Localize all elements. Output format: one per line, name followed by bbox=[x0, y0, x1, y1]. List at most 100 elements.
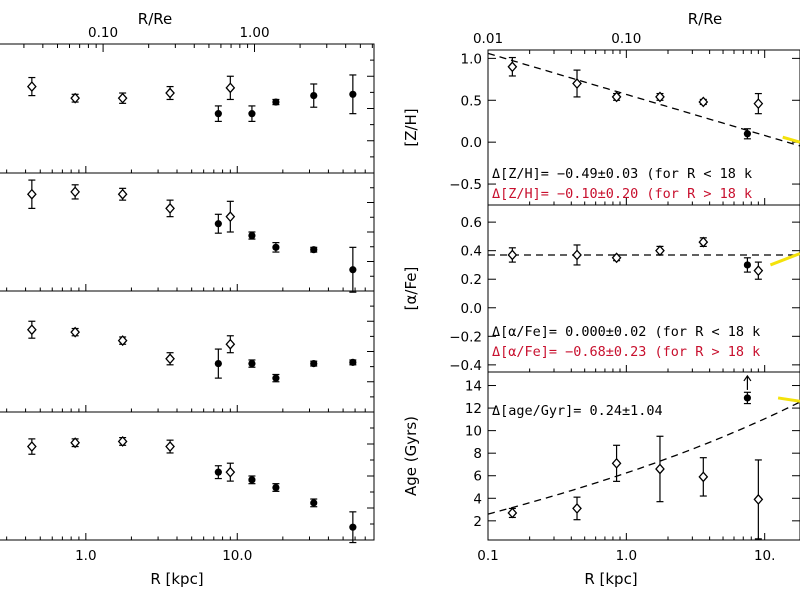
y-axis-label: [α/Fe] bbox=[402, 267, 420, 311]
y-tick-label: 14 bbox=[465, 379, 482, 395]
right-panel-3: 14 12 10 8 6 4 2 Age (Gyrs) Δ[age/Gyr]= 0.24±1.0… bbox=[402, 371, 800, 541]
open-diamond-marker bbox=[225, 211, 236, 223]
left-figure: 0.10 1.00 R/Re 1.0 10.0 R [kpc] bbox=[0, 10, 375, 588]
open-diamond-marker bbox=[70, 437, 81, 449]
y-tick-label: −0.5 bbox=[449, 177, 482, 193]
filled-circle-marker bbox=[310, 360, 318, 368]
filled-circle-marker bbox=[349, 523, 357, 531]
top-tick-label: 0.01 bbox=[473, 31, 503, 47]
right-top-axis: 0.01 0.10 R/Re bbox=[473, 10, 766, 58]
highlight-line bbox=[769, 252, 800, 267]
top-axis-label: R/Re bbox=[688, 10, 722, 28]
left-panel-4 bbox=[0, 411, 375, 544]
top-tick-label: 0.10 bbox=[88, 25, 118, 41]
filled-circle-marker bbox=[310, 246, 318, 254]
y-tick-label: 0.0 bbox=[461, 135, 482, 151]
panel-frame bbox=[0, 43, 375, 174]
left-panel-2 bbox=[0, 172, 375, 293]
filled-circle-marker bbox=[272, 98, 280, 106]
open-diamond-marker bbox=[611, 91, 622, 103]
top-tick-label: 1.00 bbox=[239, 25, 269, 41]
filled-circle-marker bbox=[248, 231, 256, 240]
filled-circle-marker bbox=[214, 468, 222, 476]
x-axis-label: R [kpc] bbox=[584, 570, 637, 588]
highlight-line bbox=[777, 396, 800, 403]
open-diamond-marker bbox=[753, 265, 764, 277]
y-tick-label: −0.4 bbox=[449, 358, 482, 374]
filled-circle-marker bbox=[272, 483, 280, 492]
open-diamond-marker bbox=[753, 493, 764, 505]
y-tick-label: 0.5 bbox=[461, 93, 482, 109]
y-tick-label: 2 bbox=[473, 514, 482, 530]
y-tick-label: 10 bbox=[465, 424, 482, 440]
annotation-text: Δ[α/Fe]= −0.68±0.23 (for R > 18 k bbox=[492, 344, 760, 360]
open-diamond-marker bbox=[655, 91, 665, 103]
x-axis-label: R [kpc] bbox=[150, 570, 203, 588]
open-diamond-marker bbox=[70, 186, 81, 198]
open-diamond-marker bbox=[507, 507, 518, 519]
arrow-head bbox=[743, 374, 752, 382]
annotation-text: Δ[Z/H]= −0.49±0.03 (for R < 18 k bbox=[492, 166, 752, 182]
open-diamond-marker bbox=[117, 188, 128, 200]
open-diamond-marker bbox=[225, 82, 236, 94]
open-diamond-marker bbox=[70, 92, 81, 104]
open-diamond-marker bbox=[507, 61, 518, 73]
open-diamond-marker bbox=[507, 249, 518, 261]
open-diamond-marker bbox=[572, 78, 582, 89]
open-diamond-marker bbox=[225, 338, 236, 350]
fit-dashed-line bbox=[487, 52, 800, 147]
x-tick-label: 1.0 bbox=[616, 548, 637, 564]
left-panel-1 bbox=[0, 43, 375, 174]
filled-circle-marker bbox=[272, 243, 280, 251]
filled-circle-marker bbox=[214, 110, 222, 118]
y-axis-label: [Z/H] bbox=[402, 108, 420, 146]
y-axis-label: Age (Gyrs) bbox=[402, 416, 420, 496]
filled-circle-marker bbox=[310, 499, 318, 507]
annotation-text: Δ[α/Fe]= 0.000±0.02 (for R < 18 k bbox=[492, 324, 760, 340]
y-tick-label: 0.6 bbox=[461, 215, 482, 231]
filled-circle-marker bbox=[349, 90, 357, 98]
filled-circle-marker bbox=[248, 360, 256, 368]
right-panel-2: 0.6 0.4 0.2 0.0 −0.2 −0.4 [α/Fe] Δ[α/Fe]= 0.000… bbox=[402, 204, 800, 374]
filled-circle-marker bbox=[248, 476, 256, 484]
open-diamond-marker bbox=[26, 324, 37, 336]
top-tick-label: 0.10 bbox=[611, 31, 641, 47]
filled-circle-marker bbox=[349, 266, 357, 274]
y-tick-label: 8 bbox=[473, 446, 482, 462]
x-tick-label: 1.0 bbox=[75, 548, 96, 564]
open-diamond-marker bbox=[698, 236, 709, 248]
filled-circle-marker bbox=[743, 261, 752, 269]
filled-circle-marker bbox=[310, 92, 318, 100]
filled-circle-marker bbox=[214, 220, 222, 228]
right-panel-1: 1.0 0.5 0.0 −0.5 [Z/H] Δ[Z/H]= −0.49±0.03 (fo… bbox=[402, 49, 800, 206]
open-diamond-marker bbox=[165, 87, 175, 99]
open-diamond-marker bbox=[611, 457, 622, 469]
filled-circle-marker bbox=[743, 394, 752, 402]
panel-frame bbox=[0, 290, 375, 413]
open-diamond-marker bbox=[611, 252, 622, 264]
filled-circle-marker bbox=[349, 358, 357, 366]
right-figure: 1.0 0.5 0.0 −0.5 [Z/H] Δ[Z/H]= −0.49±0.03 (fo… bbox=[402, 10, 800, 588]
left-bottom-axis: 1.0 10.0 R [kpc] bbox=[75, 548, 252, 588]
open-diamond-marker bbox=[698, 471, 709, 483]
open-diamond-marker bbox=[26, 81, 37, 93]
y-tick-label: 12 bbox=[465, 401, 482, 417]
left-top-axis: 0.10 1.00 R/Re bbox=[23, 10, 373, 52]
open-diamond-marker bbox=[165, 202, 175, 214]
panel-frame bbox=[487, 371, 800, 541]
open-diamond-marker bbox=[117, 92, 128, 104]
filled-circle-marker bbox=[743, 130, 752, 138]
right-bottom-axis: 0.1 1.0 10. R [kpc] bbox=[477, 548, 775, 588]
open-diamond-marker bbox=[26, 441, 37, 453]
open-diamond-marker bbox=[572, 249, 582, 261]
panel-frame bbox=[0, 172, 375, 292]
open-diamond-marker bbox=[165, 353, 175, 365]
open-diamond-marker bbox=[655, 245, 665, 257]
y-tick-label: 1.0 bbox=[461, 51, 482, 67]
panel-frame bbox=[0, 411, 375, 541]
x-tick-label: 10. bbox=[754, 548, 775, 564]
filled-circle-marker bbox=[214, 360, 222, 368]
y-tick-label: 4 bbox=[473, 491, 482, 507]
open-diamond-marker bbox=[165, 441, 175, 453]
